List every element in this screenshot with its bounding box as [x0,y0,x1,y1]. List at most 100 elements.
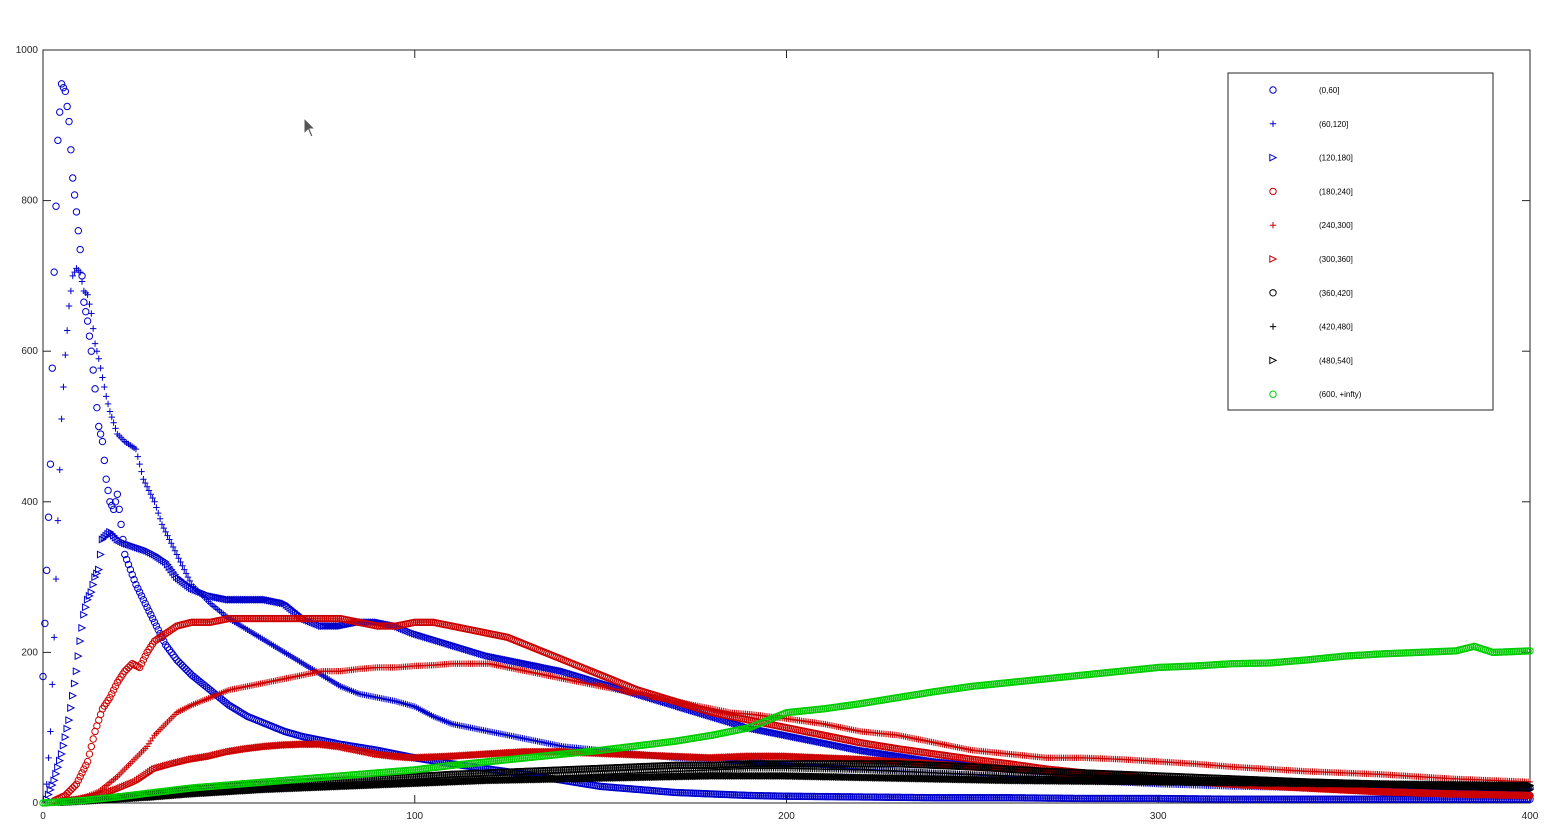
data-point [236,614,244,623]
data-point [1349,795,1358,803]
data-point [106,408,114,415]
data-point [254,595,263,604]
data-point [1117,794,1125,803]
data-point [1323,795,1332,803]
data-point [1370,795,1378,803]
data-point [82,307,90,316]
data-point [80,298,88,306]
data-point [1232,795,1241,803]
data-point [166,536,173,543]
data-point [998,794,1006,802]
data-point [50,776,59,785]
data-point [243,614,252,623]
data-point [1269,795,1278,803]
data-point [318,614,326,623]
data-point [93,348,101,355]
data-point [1372,795,1380,803]
data-point [108,413,115,421]
data-point [1230,795,1239,803]
data-point [295,614,304,623]
data-point [89,325,97,332]
data-point [879,749,888,758]
data-point [184,573,192,581]
data-point [240,614,248,623]
data-point [1083,794,1092,803]
data-point [267,614,276,623]
data-point [1243,795,1252,803]
data-point [232,705,241,714]
data-point [277,614,285,623]
data-point [189,618,198,626]
data-point [89,735,97,743]
data-point [1245,795,1254,803]
data-point [253,614,261,623]
data-point [427,618,436,626]
data-point [375,622,384,630]
data-point [49,681,56,688]
data-point [1096,794,1105,803]
data-point [1288,795,1296,803]
data-point [253,595,262,604]
data-point [230,704,239,713]
data-point [1275,795,1283,803]
data-point [254,614,263,623]
data-point [288,605,297,614]
data-point [67,786,75,794]
data-point [292,608,301,617]
data-point [388,622,397,630]
data-point [868,747,877,756]
data-point [191,618,200,626]
data-point [271,614,280,623]
data-point [139,656,148,664]
data-point [70,679,79,688]
data-point [148,614,157,623]
data-point [167,626,175,634]
data-point [171,547,179,554]
data-point [1344,795,1352,803]
data-point [232,595,241,604]
data-point [63,724,72,733]
data-point [1336,795,1345,803]
data-point [95,355,102,362]
data-point [994,794,1003,802]
data-point [182,665,190,674]
data-point [411,618,419,626]
data-point [305,614,313,623]
data-point [1329,795,1337,803]
data-point [93,403,101,412]
data-point [957,794,965,802]
data-point [54,517,62,524]
data-point [204,618,213,626]
data-point [1109,794,1118,803]
data-point [386,622,395,630]
data-point [152,636,161,644]
data-point [1148,794,1157,803]
data-point [57,750,66,759]
data-point [314,614,322,623]
data-point [128,570,136,579]
data-point [990,794,999,802]
data-point [933,794,941,802]
data-point [184,667,192,675]
data-point [279,614,287,623]
data-point [182,570,190,577]
data-point [228,703,237,712]
data-point [1360,795,1369,803]
data-point [160,631,168,639]
data-point [1282,795,1291,803]
data-point [1132,794,1140,803]
data-point [147,611,155,619]
data-point [98,535,107,544]
data-point [1383,795,1391,803]
data-point [80,610,89,619]
data-point [240,595,249,604]
data-point [266,614,274,623]
data-point [334,614,343,623]
data-point [390,622,399,630]
data-point [1273,795,1281,803]
data-point [76,637,85,646]
data-point [156,633,164,642]
data-point [280,614,289,623]
data-point [1238,795,1246,803]
